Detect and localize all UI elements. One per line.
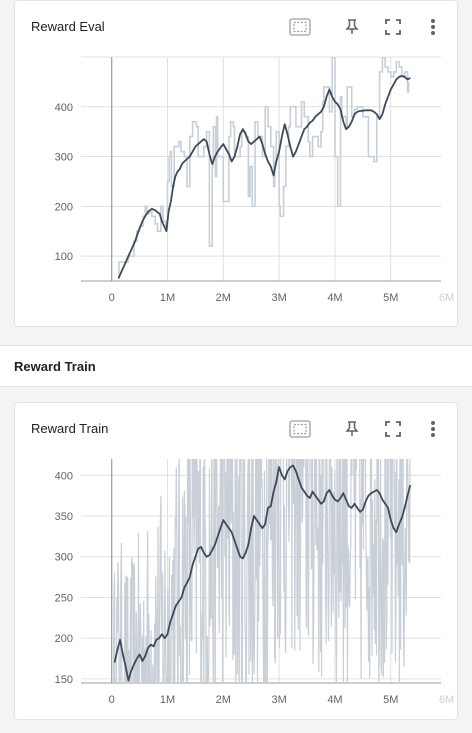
y-tick-label: 200	[55, 201, 73, 213]
y-tick-label: 400	[55, 470, 73, 482]
x-tick-label: 0	[109, 694, 115, 706]
more-vert-icon[interactable]	[420, 15, 446, 39]
reward-eval-chart[interactable]: 100 200 300 400 500 0 1M 2M 3M 4M 5M 6M	[15, 49, 455, 309]
x-tick-label: 1M	[160, 292, 175, 304]
y-tick-label: 350	[55, 511, 73, 523]
y-tick-label: 100	[55, 251, 73, 263]
reward-train-card: Reward Train 150 200 250 300 350 400 0 1M 2M 3M 4M…	[14, 402, 458, 720]
x-tick-label: 4M	[327, 292, 342, 304]
x-tick-label: 4M	[327, 694, 342, 706]
fullscreen-icon[interactable]	[380, 15, 406, 39]
fit-domain-icon[interactable]	[287, 15, 313, 39]
x-tick-label: 5M	[383, 694, 398, 706]
section-header[interactable]: Reward Train	[0, 345, 472, 387]
raw-series-line	[118, 57, 408, 276]
card-title: Reward Eval	[31, 19, 105, 34]
raw-series-line	[113, 451, 410, 711]
more-vert-icon[interactable]	[420, 417, 446, 441]
y-tick-label: 200	[55, 633, 73, 645]
pin-icon[interactable]	[339, 417, 365, 441]
x-tick-label: 2M	[216, 292, 231, 304]
y-tick-label: 400	[55, 102, 73, 114]
x-tick-label: 6M	[439, 694, 454, 706]
x-tick-label: 6M	[439, 292, 454, 304]
x-tick-label: 5M	[383, 292, 398, 304]
x-tick-label: 3M	[271, 694, 286, 706]
plot-area	[113, 451, 410, 711]
fit-domain-icon[interactable]	[287, 417, 313, 441]
fullscreen-icon[interactable]	[380, 417, 406, 441]
card-title: Reward Train	[31, 421, 108, 436]
x-tick-label: 3M	[271, 292, 286, 304]
y-tick-label: 150	[55, 674, 73, 686]
reward-eval-card: Reward Eval 100 200 300 400 500 0 1M 2M 3M 4M 5M 6M	[14, 0, 458, 327]
y-tick-label: 300	[55, 152, 73, 164]
section-title: Reward Train	[14, 359, 96, 374]
y-tick-label: 500	[55, 52, 73, 64]
reward-train-chart[interactable]: 150 200 250 300 350 400 0 1M 2M 3M 4M 5M 6M	[15, 451, 455, 711]
x-tick-label: 1M	[160, 694, 175, 706]
y-tick-label: 250	[55, 592, 73, 604]
x-tick-label: 2M	[216, 694, 231, 706]
plot-area	[118, 57, 410, 279]
pin-icon[interactable]	[339, 15, 365, 39]
x-tick-label: 0	[109, 292, 115, 304]
y-tick-label: 300	[55, 552, 73, 564]
